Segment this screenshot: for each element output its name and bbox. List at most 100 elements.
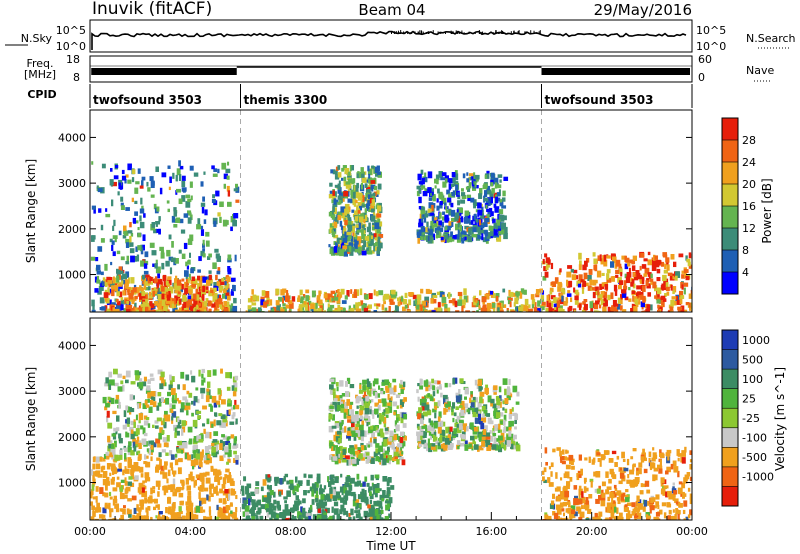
heatmap-cell	[355, 411, 359, 415]
heatmap-cell	[448, 383, 452, 388]
heatmap-cell	[355, 513, 361, 519]
heatmap-cell	[386, 481, 390, 487]
heatmap-cell	[446, 444, 452, 449]
heatmap-cell	[108, 444, 113, 449]
heatmap-cell	[371, 165, 375, 169]
heatmap-cell	[150, 487, 153, 495]
heatmap-cell	[444, 438, 450, 445]
heatmap-cell	[567, 508, 573, 514]
heatmap-cell	[685, 516, 689, 520]
heatmap-cell	[94, 276, 97, 283]
heatmap-cell	[449, 183, 455, 187]
heatmap-cell	[347, 178, 353, 184]
heatmap-cell	[212, 173, 218, 177]
heatmap-cell	[212, 289, 216, 296]
heatmap-cell	[273, 491, 276, 498]
heatmap-cell	[388, 436, 393, 442]
heatmap-cell	[186, 390, 190, 395]
heatmap-cell	[667, 515, 671, 520]
heatmap-cell	[400, 384, 405, 391]
heatmap-cell	[114, 440, 117, 448]
heatmap-cell	[184, 287, 188, 295]
heatmap-cell	[199, 451, 204, 458]
heatmap-cell	[361, 420, 365, 426]
heatmap-cell	[147, 392, 151, 399]
heatmap-cell	[114, 399, 119, 404]
heatmap-cell	[170, 388, 176, 396]
heatmap-cell	[422, 437, 425, 442]
heatmap-cell	[232, 305, 238, 312]
heatmap-cell	[222, 293, 226, 299]
heatmap-cell	[582, 281, 587, 287]
heatmap-cell	[317, 502, 321, 509]
heatmap-cell	[114, 298, 117, 302]
heatmap-cell	[485, 439, 491, 447]
heatmap-cell	[544, 447, 548, 454]
heatmap-cell	[302, 507, 306, 514]
heatmap-cell	[278, 491, 282, 497]
heatmap-cell	[497, 184, 502, 189]
heatmap-cell	[294, 500, 299, 506]
heatmap-cell	[364, 294, 369, 300]
heatmap-cell	[384, 379, 389, 386]
heatmap-cell	[337, 195, 342, 200]
heatmap-cell	[448, 237, 453, 243]
heatmap-cell	[355, 499, 360, 503]
heatmap-cell	[215, 304, 218, 310]
nsky-tick-top: 10^5	[56, 24, 86, 37]
heatmap-cell	[144, 477, 147, 483]
heatmap-cell	[357, 201, 362, 206]
heatmap-cell	[503, 215, 507, 221]
heatmap-cell	[480, 422, 485, 430]
heatmap-cell	[188, 508, 194, 514]
heatmap-cell	[138, 491, 144, 495]
heatmap-cell	[180, 500, 184, 505]
heatmap-cell	[499, 200, 504, 207]
heatmap-cell	[201, 225, 204, 230]
heatmap-cell	[677, 310, 682, 312]
heatmap-cell	[190, 459, 195, 466]
heatmap-cell	[466, 426, 469, 432]
heatmap-cell	[438, 411, 442, 418]
heatmap-cell	[425, 227, 428, 233]
heatmap-cell	[235, 418, 238, 425]
heatmap-cell	[569, 513, 574, 519]
heatmap-cell	[250, 491, 256, 497]
heatmap-cell	[453, 412, 457, 417]
heatmap-cell	[108, 371, 113, 378]
heatmap-cell	[543, 266, 547, 272]
heatmap-cell	[252, 294, 257, 301]
heatmap-cell	[152, 489, 156, 494]
heatmap-cell	[163, 414, 168, 422]
heatmap-cell	[341, 420, 344, 425]
heatmap-cell	[452, 402, 456, 409]
heatmap-cell	[96, 507, 102, 513]
heatmap-cell	[574, 289, 579, 295]
heatmap-cell	[431, 423, 436, 427]
heatmap-cell	[169, 379, 173, 387]
heatmap-cell	[383, 409, 386, 413]
heatmap-cell	[585, 497, 589, 503]
heatmap-cell	[478, 411, 481, 415]
heatmap-cell	[131, 495, 137, 501]
heatmap-cell	[399, 405, 403, 409]
heatmap-cell	[134, 200, 138, 205]
heatmap-cell	[599, 518, 602, 520]
heatmap-cell	[102, 471, 108, 475]
heatmap-cell	[626, 272, 632, 278]
heatmap-cell	[140, 425, 144, 430]
heatmap-cell	[118, 266, 123, 272]
heatmap-cell	[370, 425, 374, 430]
heatmap-cell	[171, 411, 177, 418]
heatmap-cell	[558, 270, 561, 275]
heatmap-cell	[309, 487, 312, 491]
heatmap-cell	[339, 310, 343, 312]
heatmap-cell	[648, 451, 652, 458]
heatmap-cell	[466, 178, 470, 183]
heatmap-cell	[210, 467, 214, 471]
heatmap-cell	[140, 304, 144, 308]
heatmap-cell	[379, 413, 382, 420]
heatmap-cell	[187, 426, 193, 433]
heatmap-cell	[436, 291, 440, 296]
heatmap-cell	[125, 379, 129, 384]
